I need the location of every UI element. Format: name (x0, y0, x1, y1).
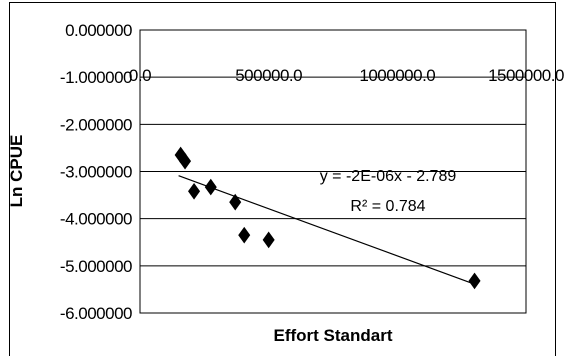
y-tick-label: -6.000000 (60, 304, 132, 323)
trendline-equation: y = -2E-06x - 2.789 (320, 168, 457, 185)
x-axis-title: Effort Standart (274, 326, 393, 345)
data-points (174, 146, 481, 290)
data-point (468, 272, 481, 290)
y-tick-label: -3.000000 (60, 163, 132, 182)
y-tick-label: 0.000000 (65, 21, 132, 40)
x-tick-label: 1000000.0 (359, 66, 435, 85)
trendline-group (178, 175, 475, 285)
data-point (188, 182, 201, 200)
x-tick-label: 0.0 (129, 66, 151, 85)
x-tick-label: 1500000.0 (488, 66, 564, 85)
r-squared-label: R² = 0.784 (350, 198, 425, 215)
x-tick-labels: 0.0 500000.0 1000000.0 1500000.0 (129, 66, 565, 85)
trendline (178, 175, 475, 285)
y-tick-label: -1.000000 (60, 68, 132, 87)
y-tick-labels: 0.000000 -1.000000 -2.000000 -3.000000 -4.00… (60, 21, 133, 323)
data-point (229, 193, 242, 211)
y-tick-label: -4.000000 (60, 210, 132, 229)
x-tick-label: 500000.0 (235, 66, 302, 85)
gridlines (140, 29, 526, 314)
data-point (262, 231, 275, 249)
data-point (204, 178, 217, 196)
data-point (238, 226, 251, 244)
y-tick-label: -5.000000 (60, 257, 132, 276)
data-point (179, 152, 192, 170)
y-axis-title: Ln CPUE (7, 135, 26, 208)
y-tick-label: -2.000000 (60, 115, 132, 134)
